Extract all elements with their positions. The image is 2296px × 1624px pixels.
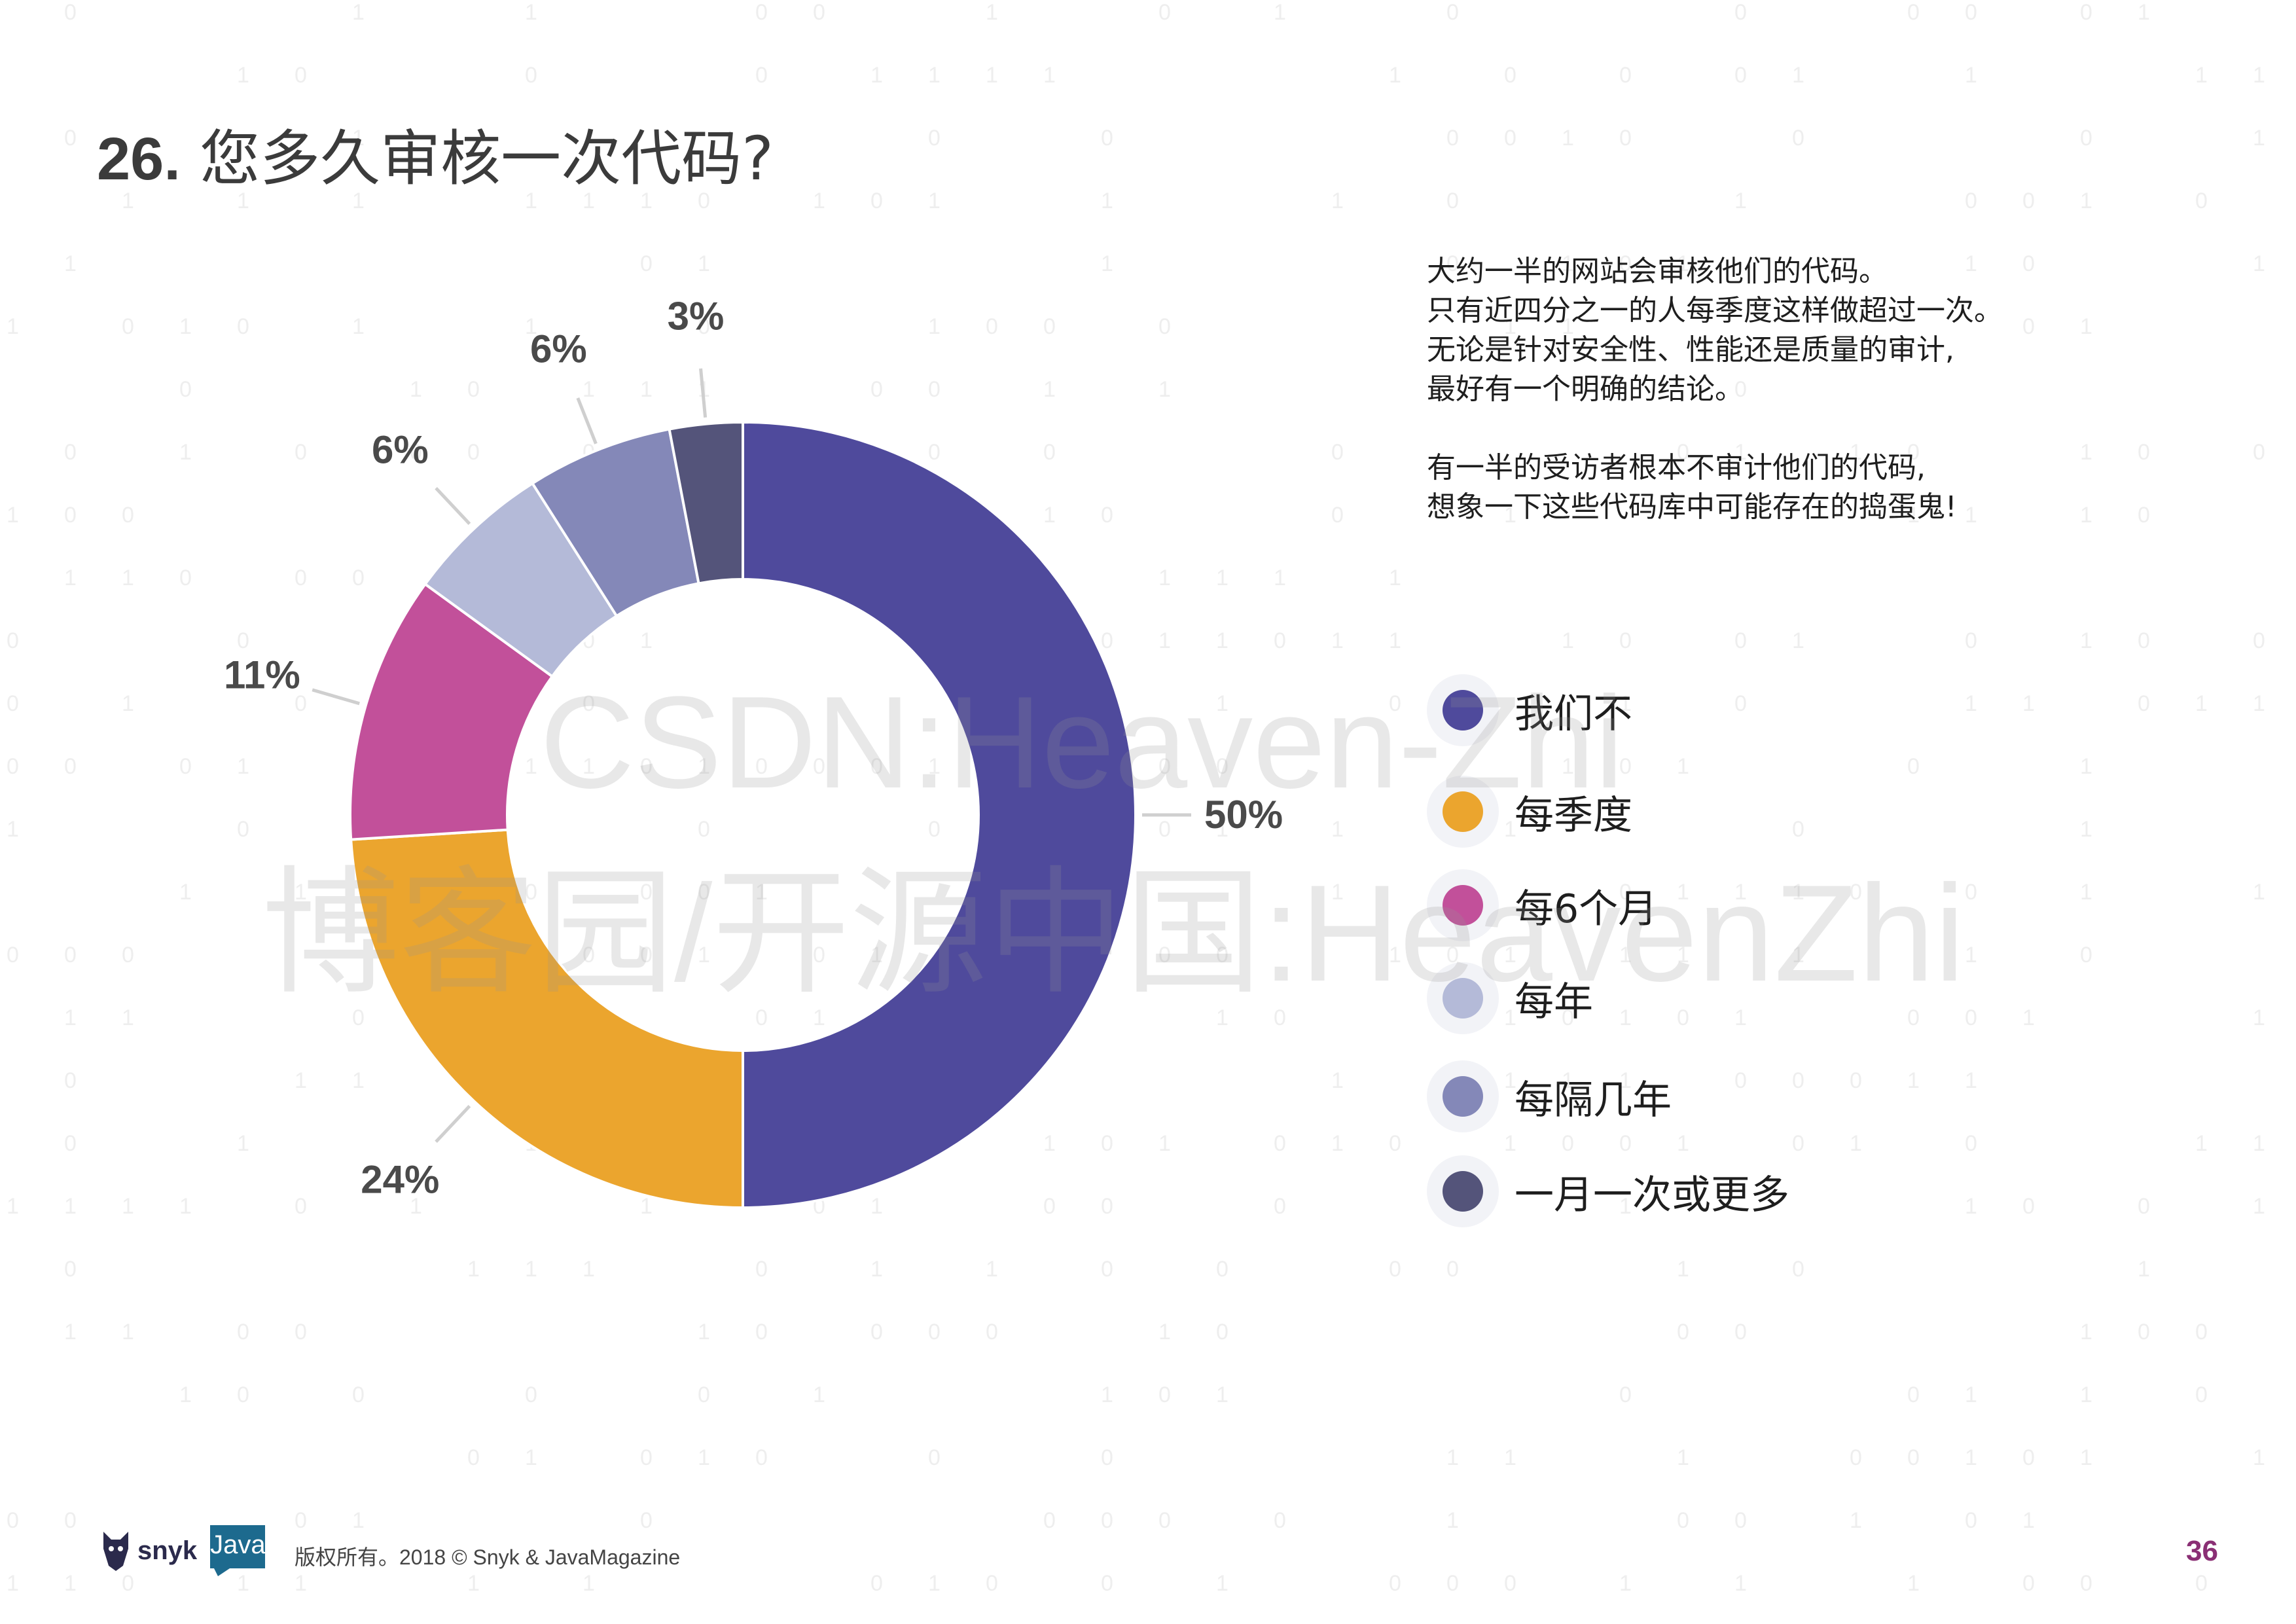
donut-slice-3 xyxy=(349,582,554,841)
legend-item-5: 每隔几年 xyxy=(1427,1060,1672,1132)
data-label-5: 6% xyxy=(530,327,587,371)
leader-line-4 xyxy=(435,486,471,526)
legend-dot xyxy=(1443,1171,1483,1212)
page-number: 36 xyxy=(2186,1535,2218,1567)
legend-swatch xyxy=(1427,776,1499,848)
legend-dot xyxy=(1443,690,1483,731)
legend-label: 每季度 xyxy=(1515,792,1632,839)
legend-dot xyxy=(1443,978,1483,1019)
data-label-2: 24% xyxy=(361,1158,439,1202)
description-paragraph-2: 有一半的受访者根本不审计他们的代码, 想象一下这些代码库中可能存在的捣蛋鬼! xyxy=(1427,451,1957,524)
leader-line-5 xyxy=(576,397,598,444)
data-label-4: 6% xyxy=(372,427,429,471)
legend-swatch xyxy=(1427,962,1499,1034)
legend-item-1: 我们不 xyxy=(1427,674,1632,746)
legend-dot xyxy=(1443,791,1483,832)
donut-slice-2 xyxy=(350,828,744,1210)
legend-label: 每6个月 xyxy=(1515,886,1658,932)
title-text: 您多久审核一次代码? xyxy=(200,124,774,194)
data-label-1: 50% xyxy=(1204,793,1283,837)
legend-dot xyxy=(1443,1076,1483,1117)
description-paragraph-1: 大约一半的网站会审核他们的代码。 只有近四分之一的人每季度这样做超过一次。 无论… xyxy=(1427,255,2003,406)
data-label-6: 3% xyxy=(668,294,725,338)
watermark-line-2: 博客园/开源中国:HeavenZhi xyxy=(262,856,1965,1010)
footer-logos: snyk Java xyxy=(99,1525,266,1576)
legend-label: 每隔几年 xyxy=(1515,1077,1672,1123)
legend-swatch xyxy=(1427,1155,1499,1227)
legend-item-2: 每季度 xyxy=(1427,776,1632,848)
java-magazine-logo: Java xyxy=(210,1525,266,1576)
legend-swatch xyxy=(1427,674,1499,746)
leader-line-3 xyxy=(312,688,360,706)
legend-swatch xyxy=(1427,869,1499,941)
legend-label: 一月一次或更多 xyxy=(1515,1172,1789,1218)
donut-slice-1 xyxy=(742,420,1137,1210)
page-title: 26. 您多久审核一次代码? xyxy=(97,110,774,197)
title-number: 26. xyxy=(97,126,181,192)
legend-item-3: 每6个月 xyxy=(1427,869,1657,941)
legend-swatch xyxy=(1427,1060,1499,1132)
java-logo-text: Java xyxy=(210,1525,266,1568)
snyk-logo-text: snyk xyxy=(137,1536,198,1565)
copyright-text: 版权所有。2018 © Snyk & JavaMagazine xyxy=(295,1545,681,1569)
legend-dot xyxy=(1443,885,1483,926)
donut-slice-6 xyxy=(668,420,744,585)
snyk-dog-icon xyxy=(103,1532,128,1571)
legend-label: 我们不 xyxy=(1515,691,1632,737)
description-text: 大约一半的网站会审核他们的代码。 只有近四分之一的人每季度这样做超过一次。 无论… xyxy=(1427,252,2212,566)
java-badge-tail-icon xyxy=(214,1568,230,1576)
legend-label: 每年 xyxy=(1515,979,1593,1025)
leader-line-2 xyxy=(435,1104,471,1144)
legend-item-6: 一月一次或更多 xyxy=(1427,1155,1789,1227)
legend-item-4: 每年 xyxy=(1427,962,1593,1034)
data-label-3: 11% xyxy=(224,653,300,697)
leader-line-6 xyxy=(699,368,708,418)
watermark-line-1: CSDN:Heaven-Zhi xyxy=(540,670,1624,816)
